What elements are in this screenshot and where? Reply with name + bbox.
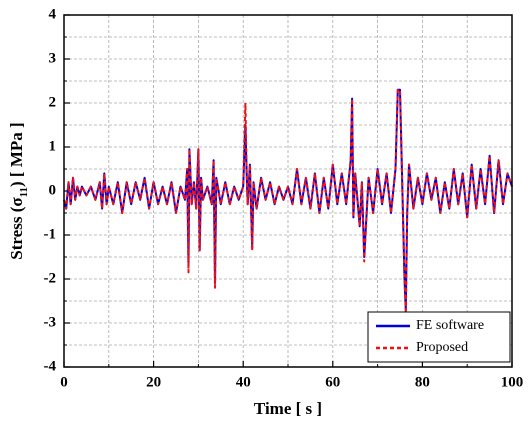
series-line bbox=[63, 88, 513, 316]
x-tick-label: 40 bbox=[236, 374, 251, 390]
x-axis-label: Time [ s ] bbox=[254, 399, 322, 418]
y-tick-label: -3 bbox=[44, 314, 57, 330]
y-tick-label: -4 bbox=[44, 358, 57, 374]
plot-frame bbox=[63, 14, 513, 368]
legend-label: Proposed bbox=[416, 340, 468, 355]
x-tick-label: 60 bbox=[325, 374, 340, 390]
y-tick-label: 0 bbox=[49, 182, 57, 198]
y-tick-label: 4 bbox=[49, 6, 57, 22]
y-label-sub: 11 bbox=[18, 187, 30, 197]
legend-box bbox=[367, 311, 511, 363]
y-label-part: ) [ MPa ] bbox=[7, 122, 26, 187]
legend-label: FE software bbox=[416, 318, 484, 333]
x-tick-label: 20 bbox=[146, 374, 161, 390]
x-tick-label: 80 bbox=[415, 374, 430, 390]
y-tick-label: -2 bbox=[44, 270, 57, 286]
y-label-part: Stress (σ bbox=[7, 197, 26, 260]
x-tick-label: 100 bbox=[501, 374, 524, 390]
y-tick-label: 3 bbox=[49, 50, 57, 66]
y-tick-label: -1 bbox=[44, 226, 57, 242]
y-tick-label: 2 bbox=[49, 94, 57, 110]
x-tick-label: 0 bbox=[60, 374, 68, 390]
y-tick-label: 1 bbox=[49, 138, 57, 154]
y-axis-label: Stress (σ11) [ MPa ] bbox=[7, 122, 30, 259]
